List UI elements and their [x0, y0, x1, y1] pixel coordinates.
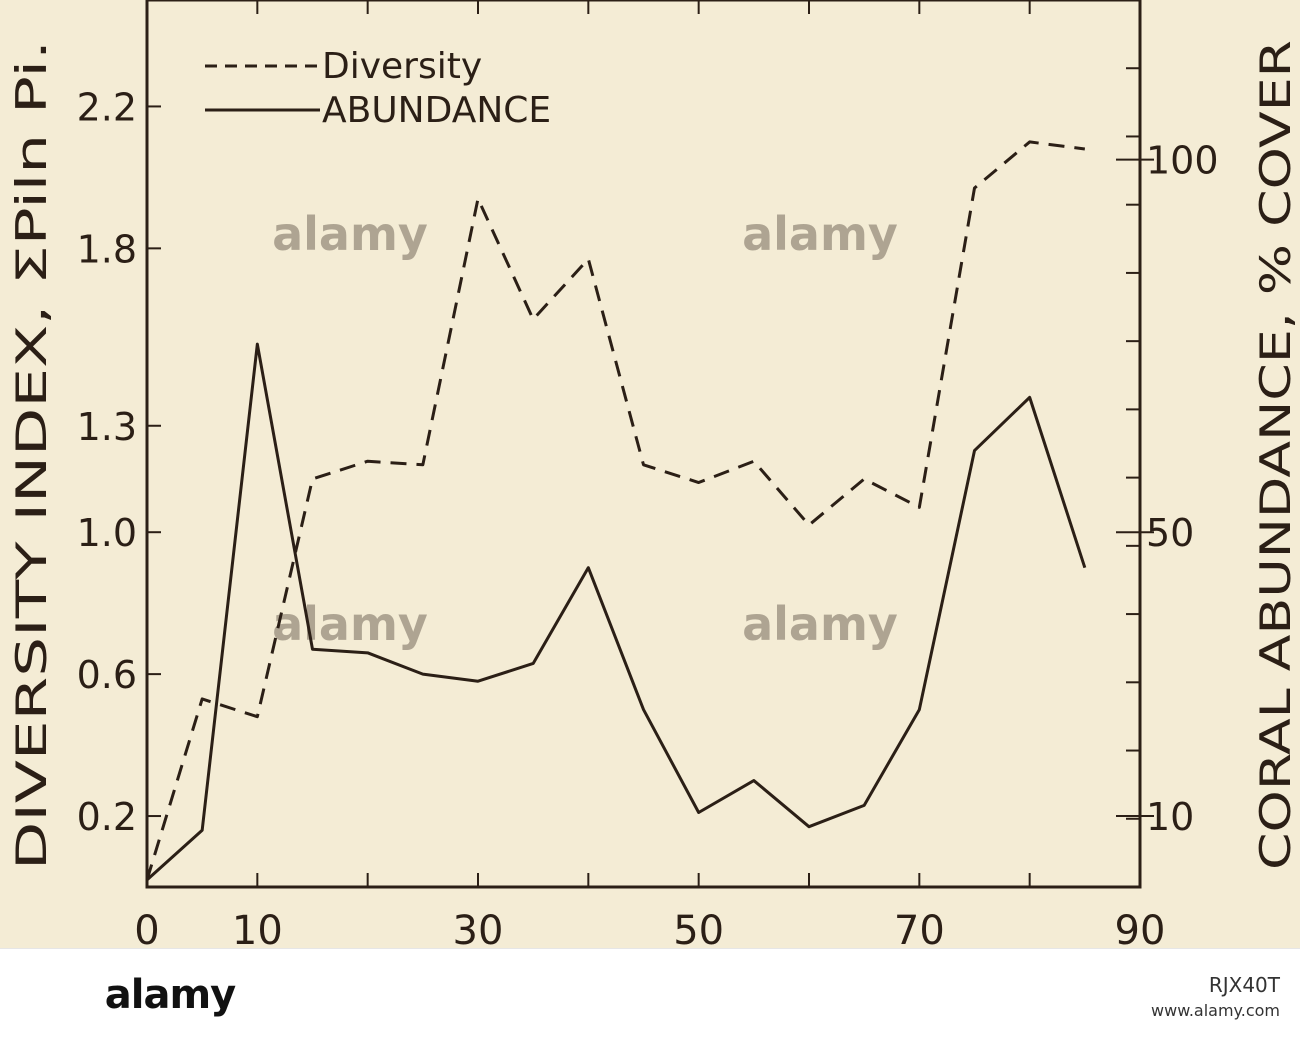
legend-label-abundance: ABUNDANCE [322, 90, 551, 131]
chart-area: alamy alamy alamy alamy 0 10 30 50 70 90 0.2 0.6 1.… [0, 0, 1300, 948]
y-tick-label: 0.2 [77, 795, 137, 839]
legend-label-diversity: Diversity [322, 46, 482, 87]
brand-logo[interactable]: alamy [0, 949, 340, 1040]
y-axis-label: DIVERSITY INDEX, ΣPiln Pi. [7, 40, 56, 870]
y-tick-label: 1.8 [77, 227, 137, 271]
watermark-text: alamy [742, 597, 898, 651]
watermark-text: alamy [742, 207, 898, 261]
image-id: RJX40T [1209, 973, 1280, 998]
legend: Diversity ABUNDANCE [205, 46, 551, 131]
y-tick-label: 0.6 [77, 653, 137, 697]
x-tick-label: 10 [232, 908, 283, 948]
x-tick-label: 30 [453, 908, 504, 948]
x-tick-label: 50 [673, 908, 724, 948]
y-tick-label: 1.0 [77, 511, 137, 555]
site-url[interactable]: www.alamy.com [1151, 1001, 1280, 1020]
ticks-layer: 0 10 30 50 70 90 0.2 0.6 1.0 1.3 1.8 2.2 10 50 100 [77, 0, 1219, 948]
watermark-text: alamy [272, 597, 428, 651]
y2-tick-label: 100 [1146, 139, 1219, 183]
x-tick-label: 90 [1115, 908, 1166, 948]
y2-axis-label: CORAL ABUNDANCE, % COVER [1251, 40, 1300, 870]
watermark-layer: alamy alamy alamy alamy [272, 207, 898, 651]
y2-tick-label: 10 [1146, 795, 1194, 839]
y-tick-label: 2.2 [77, 85, 137, 129]
x-tick-label: 70 [894, 908, 945, 948]
y2-tick-label: 50 [1146, 511, 1194, 555]
chart-svg: alamy alamy alamy alamy 0 10 30 50 70 90 0.2 0.6 1.… [0, 0, 1300, 948]
y-tick-label: 1.3 [77, 405, 137, 449]
watermark-text: alamy [272, 207, 428, 261]
plot-frame [147, 0, 1140, 887]
footer-bar: alamy RJX40T www.alamy.com [0, 948, 1300, 1040]
x-tick-label: 0 [134, 908, 159, 948]
